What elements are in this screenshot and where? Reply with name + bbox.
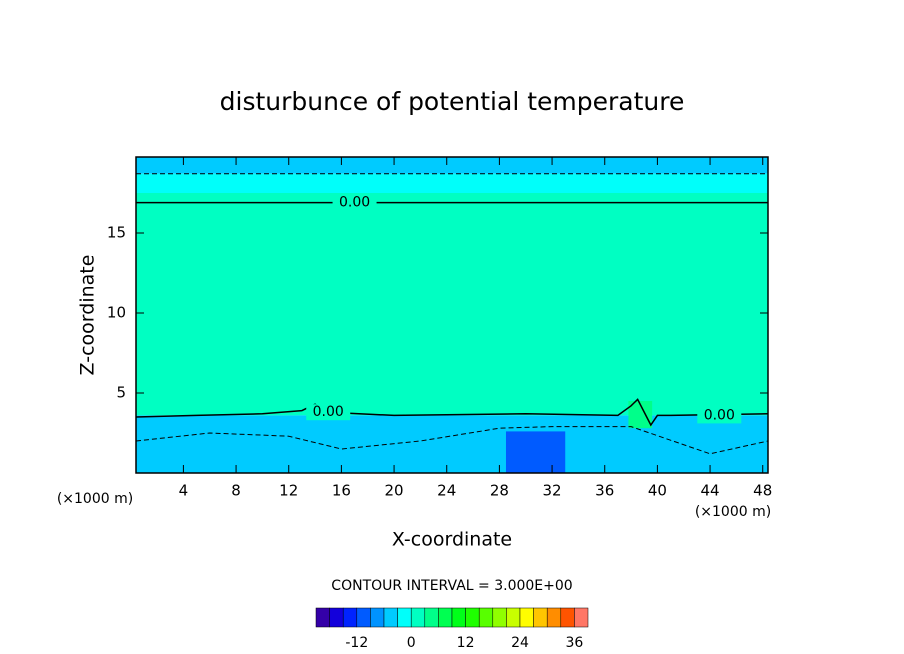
y-tick-label: 5 bbox=[116, 384, 126, 402]
x-tick-label: 8 bbox=[231, 482, 241, 500]
x-tick-label: 36 bbox=[595, 482, 614, 500]
contour-label-bg bbox=[306, 404, 351, 421]
colorbar-box bbox=[356, 607, 371, 628]
x-tick-label: 40 bbox=[648, 482, 667, 500]
x-tick-label: 24 bbox=[437, 482, 456, 500]
colorbar-box bbox=[438, 607, 453, 628]
colorbar-box bbox=[451, 607, 466, 628]
field-layer bbox=[505, 431, 566, 473]
colorbar-tick-label: 0 bbox=[407, 635, 416, 651]
colorbar-box bbox=[546, 607, 562, 628]
contour-line bbox=[135, 426, 769, 455]
x-unit-label: (×1000 m) bbox=[695, 504, 771, 520]
x-tick-label: 28 bbox=[490, 482, 509, 500]
colorbar-box bbox=[383, 607, 398, 628]
colorbar-tick-label: 36 bbox=[565, 635, 583, 651]
contour-label: 0.00 bbox=[339, 195, 370, 211]
x-tick-label: 44 bbox=[701, 482, 720, 500]
chart-title: disturbunce of potential temperature bbox=[220, 87, 685, 116]
field-layer bbox=[136, 193, 768, 416]
colorbar-tick-label: -12 bbox=[345, 635, 368, 651]
colorbar-box bbox=[329, 607, 344, 628]
field-layer bbox=[136, 157, 768, 174]
x-tick-label: 4 bbox=[179, 482, 189, 500]
field-layer bbox=[136, 415, 768, 473]
colorbar-box bbox=[506, 607, 521, 628]
x-tick-label: 16 bbox=[332, 482, 351, 500]
colorbar-box bbox=[560, 607, 575, 628]
colorbar-box bbox=[397, 607, 412, 628]
plot-frame bbox=[135, 156, 769, 474]
colorbar-box bbox=[478, 607, 494, 628]
y-axis-label: Z-coordinate bbox=[77, 255, 99, 376]
contour-interval: CONTOUR INTERVAL = 3.000E+00 bbox=[331, 578, 572, 594]
x-tick-label: 12 bbox=[279, 482, 298, 500]
x-tick-label: 20 bbox=[385, 482, 404, 500]
field-layer bbox=[628, 401, 653, 429]
colorbar-box bbox=[465, 607, 480, 628]
colorbar-tick-label: 24 bbox=[511, 635, 529, 651]
field-layer bbox=[136, 173, 768, 193]
colorbar-box bbox=[533, 607, 548, 628]
contour-line bbox=[135, 398, 769, 427]
contour-label-bg bbox=[697, 407, 742, 424]
colorbar-box bbox=[342, 607, 358, 628]
y-tick-label: 15 bbox=[107, 224, 126, 242]
colorbar-tick-label: 12 bbox=[457, 635, 475, 651]
contour-label: 0.00 bbox=[704, 407, 735, 423]
x-tick-label: 48 bbox=[753, 482, 772, 500]
colorbar-box bbox=[492, 607, 507, 628]
x-unit-label: (×1000 m) bbox=[57, 491, 133, 507]
contour-label-bg bbox=[332, 194, 377, 211]
colorbar-box bbox=[370, 607, 385, 628]
contour-label: 0.00 bbox=[313, 404, 344, 420]
y-tick-label: 10 bbox=[107, 304, 126, 322]
colorbar-box bbox=[315, 607, 330, 628]
x-tick-label: 32 bbox=[543, 482, 562, 500]
x-axis-label: X-coordinate bbox=[392, 529, 512, 551]
colorbar-box bbox=[574, 607, 589, 628]
colorbar-box bbox=[410, 607, 426, 628]
colorbar-box bbox=[519, 607, 534, 628]
colorbar-box bbox=[424, 607, 439, 628]
